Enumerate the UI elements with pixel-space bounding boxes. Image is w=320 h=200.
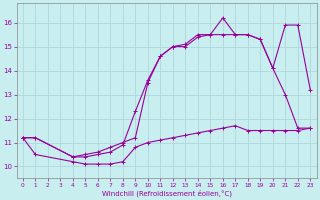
X-axis label: Windchill (Refroidissement éolien,°C): Windchill (Refroidissement éolien,°C) (101, 189, 232, 197)
